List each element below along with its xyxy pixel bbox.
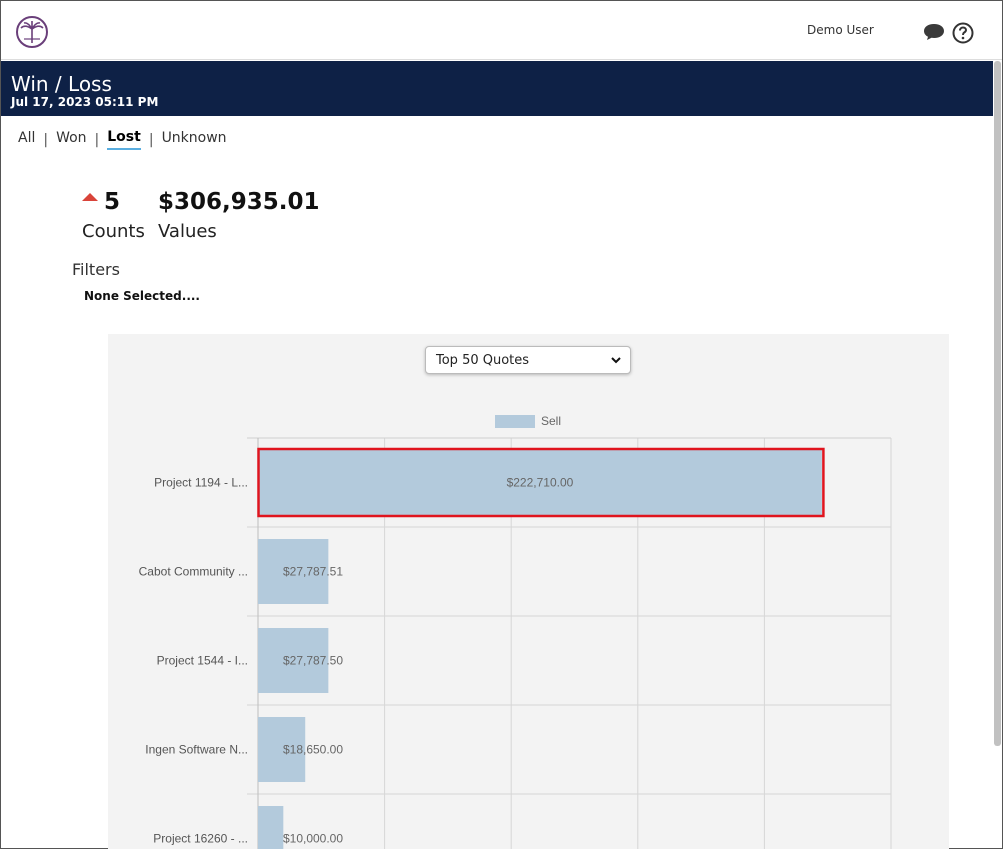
category-label: Ingen Software N... xyxy=(145,743,248,757)
scrollbar-thumb[interactable] xyxy=(994,61,1001,746)
trend-up-icon xyxy=(82,193,98,201)
select-value: Top 50 Quotes xyxy=(436,353,530,368)
category-label: Project 1544 - I... xyxy=(157,654,248,668)
count-label: Counts xyxy=(82,221,145,242)
chevron-down-icon xyxy=(611,357,621,364)
tab-won[interactable]: Won xyxy=(56,130,87,146)
palm-logo-icon[interactable] xyxy=(15,15,49,49)
category-label: Cabot Community ... xyxy=(139,565,248,579)
legend-label-sell: Sell xyxy=(541,414,561,428)
user-name[interactable]: Demo User xyxy=(807,23,874,37)
data-label: $10,000.00 xyxy=(283,832,343,846)
top-bar: Demo User xyxy=(1,1,1002,60)
value-stat: $306,935.01 xyxy=(158,189,320,215)
page-timestamp: Jul 17, 2023 05:11 PM xyxy=(11,95,159,109)
page-banner: Win / Loss Jul 17, 2023 05:11 PM xyxy=(1,61,994,116)
bar-sell xyxy=(258,450,822,515)
page-title: Win / Loss xyxy=(11,72,112,96)
tab-all[interactable]: All xyxy=(18,130,36,146)
tab-separator: | xyxy=(94,131,100,148)
highlight-box xyxy=(257,447,825,518)
legend-swatch-sell xyxy=(495,415,535,428)
top-quotes-select[interactable]: Top 50 Quotes xyxy=(425,346,631,374)
filters-value: None Selected.... xyxy=(84,289,200,303)
data-label: $222,710.00 xyxy=(507,476,574,490)
scrollbar[interactable] xyxy=(993,61,1002,746)
category-label: Project 1194 - L... xyxy=(154,476,248,490)
chat-icon[interactable] xyxy=(922,22,946,42)
value-label-wrap: Values xyxy=(158,221,217,242)
bar-sell xyxy=(258,806,284,849)
data-label: $27,787.51 xyxy=(283,565,343,579)
count-label-wrap: Counts xyxy=(82,221,145,242)
category-label: Project 16260 - ... xyxy=(153,832,248,846)
tab-lost[interactable]: Lost xyxy=(107,129,141,150)
count-stat: 5 xyxy=(104,189,120,215)
bar-sell xyxy=(258,717,306,782)
bar-sell xyxy=(258,628,329,693)
help-icon[interactable] xyxy=(952,22,974,44)
value-label: Values xyxy=(158,221,217,242)
tab-unknown[interactable]: Unknown xyxy=(161,130,227,146)
tab-separator: | xyxy=(43,131,49,148)
bar-sell xyxy=(258,539,329,604)
data-label: $27,787.50 xyxy=(283,654,343,668)
bar-chart: Sell Project 1194 - L... $222,710.00 Cabot … xyxy=(139,414,892,849)
data-label: $18,650.00 xyxy=(283,743,343,757)
filters-label: Filters xyxy=(72,260,120,279)
tab-separator: | xyxy=(148,131,154,148)
status-tabs: All | Won | Lost | Unknown xyxy=(18,129,227,150)
chart-panel: Top 50 Quotes Sell Project 1194 - L... $22… xyxy=(108,334,949,849)
count-value: 5 xyxy=(104,189,121,215)
value-value: $306,935.01 xyxy=(158,189,320,215)
